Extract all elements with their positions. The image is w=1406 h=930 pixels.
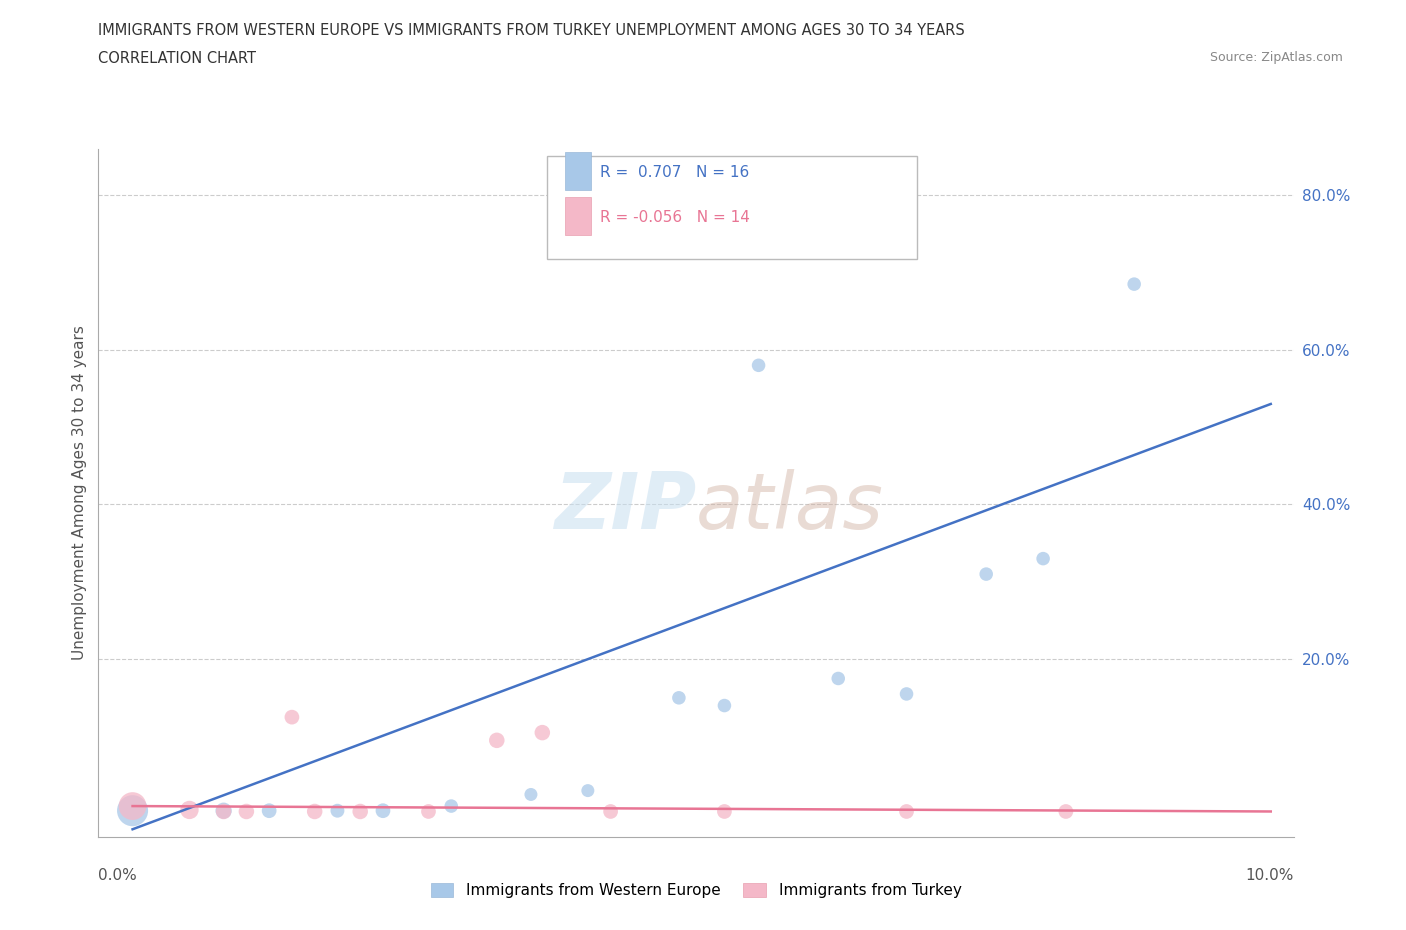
Point [304, 804, 326, 819]
Legend: Immigrants from Western Europe, Immigrants from Turkey: Immigrants from Western Europe, Immigran… [430, 884, 962, 898]
Point [896, 804, 918, 819]
Point [531, 725, 554, 740]
FancyBboxPatch shape [547, 155, 917, 259]
Bar [565, 153, 591, 190]
Point [440, 799, 463, 814]
Point [974, 566, 997, 581]
Point [281, 710, 304, 724]
Text: R =  0.707   N = 16: R = 0.707 N = 16 [600, 166, 749, 180]
Point [713, 698, 735, 713]
Point [1032, 551, 1054, 566]
Text: R = -0.056   N = 14: R = -0.056 N = 14 [600, 210, 751, 225]
Point [827, 671, 849, 686]
Point [1054, 804, 1077, 819]
Point [1123, 277, 1146, 292]
Point [485, 733, 508, 748]
Y-axis label: Unemployment Among Ages 30 to 34 years: Unemployment Among Ages 30 to 34 years [72, 326, 87, 660]
Text: atlas: atlas [696, 469, 884, 545]
Text: ZIP: ZIP [554, 469, 696, 545]
Text: CORRELATION CHART: CORRELATION CHART [98, 51, 256, 66]
Text: 0.0%: 0.0% [98, 868, 138, 883]
Point [668, 690, 690, 705]
Point [418, 804, 440, 819]
Point [713, 804, 735, 819]
Text: Source: ZipAtlas.com: Source: ZipAtlas.com [1209, 51, 1343, 64]
Text: IMMIGRANTS FROM WESTERN EUROPE VS IMMIGRANTS FROM TURKEY UNEMPLOYMENT AMONG AGES: IMMIGRANTS FROM WESTERN EUROPE VS IMMIGR… [98, 23, 965, 38]
Point [121, 799, 143, 814]
Point [349, 804, 371, 819]
Point [257, 804, 280, 818]
Point [748, 358, 770, 373]
Point [212, 804, 235, 818]
Point [326, 804, 349, 818]
Point [121, 804, 143, 818]
Point [235, 804, 257, 819]
Point [179, 803, 201, 817]
Point [371, 804, 394, 818]
Bar [565, 197, 591, 235]
Point [212, 804, 235, 819]
Point [520, 787, 543, 802]
Text: 10.0%: 10.0% [1246, 868, 1294, 883]
Point [896, 686, 918, 701]
Point [599, 804, 621, 819]
Point [576, 783, 599, 798]
